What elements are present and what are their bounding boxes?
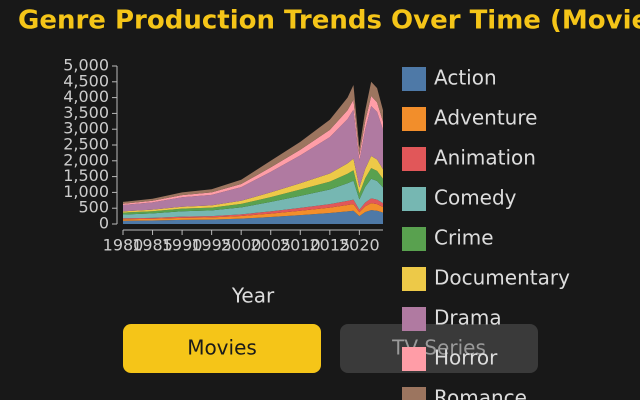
x-tick-label: 1980 (103, 236, 144, 255)
tv-series-button[interactable] (340, 324, 538, 373)
y-tick-label: 1,000 (63, 182, 109, 201)
legend-label: Animation (434, 146, 536, 170)
chart-title: Genre Production Trends Over Time (Movie… (18, 6, 640, 36)
y-tick-label: 3,500 (63, 103, 109, 122)
legend-swatch (402, 267, 426, 291)
legend-label: Drama (434, 306, 502, 330)
x-tick-label: 2010 (280, 236, 321, 255)
area (123, 106, 383, 212)
y-tick-label: 500 (78, 198, 109, 217)
y-tick-label: 5,000 (63, 56, 109, 75)
area (123, 210, 383, 224)
legend-label: Horror (434, 346, 498, 370)
movies-button[interactable] (123, 324, 321, 373)
legend-label: Documentary (434, 266, 570, 290)
x-tick-label: 1990 (162, 236, 203, 255)
plot: 05001,0001,5002,0002,5003,0003,5004,0004… (63, 56, 383, 255)
legend-label: Romance (434, 386, 527, 400)
legend-swatch (402, 387, 426, 400)
x-tick-label: 2015 (309, 236, 350, 255)
x-tick-label: 2000 (221, 236, 262, 255)
y-tick-label: 2,000 (63, 150, 109, 169)
y-tick-label: 2,500 (63, 135, 109, 154)
movies-button-label[interactable]: Movies (187, 336, 257, 360)
legend-label: Crime (434, 226, 494, 250)
x-tick-label: 2005 (250, 236, 291, 255)
y-tick-label: 3,000 (63, 119, 109, 138)
legend-swatch (402, 227, 426, 251)
y-tick-label: 4,000 (63, 87, 109, 106)
legend-label: Comedy (434, 186, 517, 210)
legend-label: Action (434, 66, 497, 90)
area (123, 203, 383, 221)
legend-swatch (402, 187, 426, 211)
x-tick-label: 2020 (339, 236, 380, 255)
area (123, 178, 383, 219)
legend-label: Adventure (434, 106, 537, 130)
x-tick-label: 1985 (132, 236, 173, 255)
y-tick-label: 1,500 (63, 166, 109, 185)
y-tick-label: 0 (99, 214, 109, 233)
legend-swatch (402, 107, 426, 131)
x-axis-label: Year (231, 284, 275, 308)
y-tick-label: 4,500 (63, 71, 109, 90)
legend-swatch (402, 347, 426, 371)
legend-swatch (402, 67, 426, 91)
x-tick-label: 1995 (191, 236, 232, 255)
legend-swatch (402, 147, 426, 171)
legend-swatch (402, 307, 426, 331)
